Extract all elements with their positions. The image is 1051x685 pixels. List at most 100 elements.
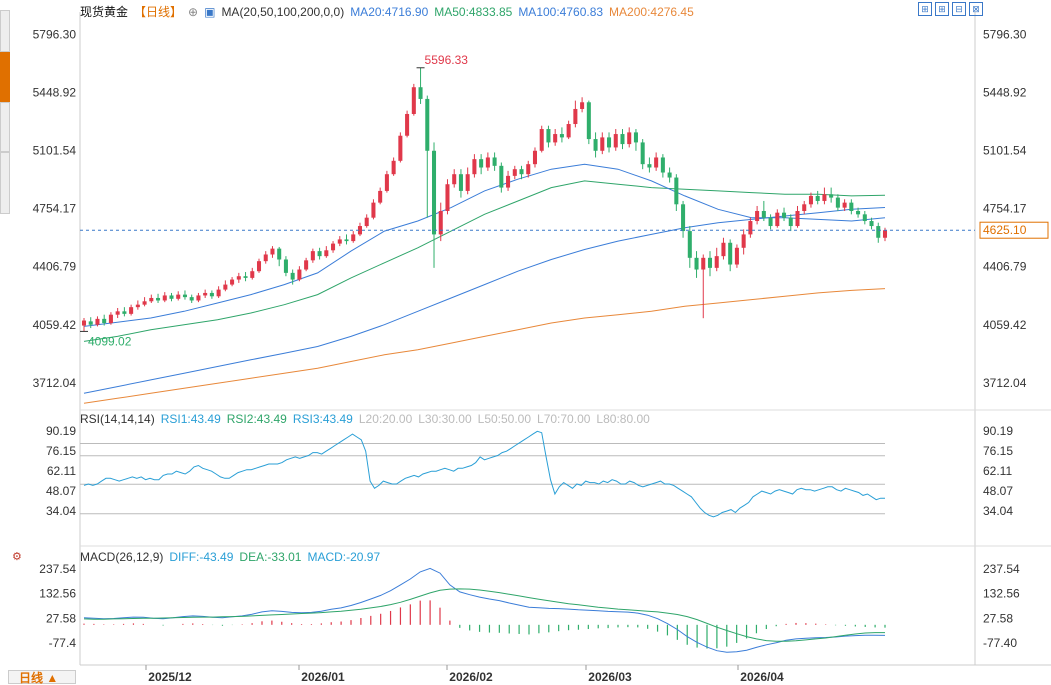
- rsi-tick-left: 62.11: [47, 464, 76, 478]
- candle-body: [667, 172, 672, 178]
- candle-body: [694, 257, 699, 270]
- candle-body: [566, 124, 571, 138]
- candles-layer[interactable]: [81, 67, 888, 332]
- macd-tick-left: -77.4: [49, 636, 77, 650]
- candle-body: [250, 271, 255, 278]
- candle-body: [270, 248, 275, 255]
- macd-dea-value: DEA:-33.01: [239, 550, 302, 564]
- ma20-value: MA20:4716.90: [350, 5, 429, 19]
- candle-body: [182, 294, 187, 298]
- candle-body: [607, 137, 612, 148]
- candle-body: [115, 311, 120, 315]
- side-tab-4[interactable]: [0, 152, 10, 214]
- candle-body: [788, 217, 793, 227]
- zoom-in-icon[interactable]: ⊞: [935, 2, 949, 16]
- candle-body: [721, 242, 726, 257]
- rsi-tick-left: 90.19: [46, 424, 76, 438]
- candle-body: [418, 87, 423, 99]
- ma100-value: MA100:4760.83: [518, 5, 604, 19]
- candle-body: [236, 276, 241, 280]
- candle-body: [283, 259, 288, 273]
- candle-body: [526, 164, 531, 175]
- rsi-label: RSI(14,14,14): [80, 412, 155, 426]
- rsi-l20: L20:20.00: [358, 412, 413, 426]
- price-tick-left: 5448.92: [33, 85, 77, 99]
- high-label: 5596.33: [425, 53, 469, 67]
- ma20-line: [83, 163, 886, 327]
- macd-hist-value: MACD:-20.97: [307, 550, 381, 564]
- candle-body: [782, 212, 787, 218]
- side-tab-3[interactable]: [0, 102, 10, 152]
- candle-body: [707, 257, 713, 268]
- macd-tick-left: 27.58: [46, 611, 76, 625]
- candle-body: [384, 174, 389, 191]
- period-tab-daily[interactable]: 日线 ▲: [8, 670, 76, 685]
- candle-body: [438, 210, 443, 235]
- close-icon[interactable]: ⊠: [969, 2, 983, 16]
- candle-body: [627, 132, 632, 145]
- macd-tick-left: 132.56: [39, 587, 76, 601]
- macd-diff-line: [83, 567, 886, 653]
- x-label: 2026/04: [740, 670, 784, 684]
- candle-body: [196, 295, 201, 301]
- x-label: 2026/03: [588, 670, 632, 684]
- side-tab-2-active[interactable]: [0, 52, 10, 102]
- candle-body: [822, 194, 827, 201]
- fullscreen-icon[interactable]: ⊞: [918, 2, 932, 16]
- zoom-out-icon[interactable]: ⊟: [952, 2, 966, 16]
- candle-body: [95, 318, 100, 325]
- candle-body: [674, 177, 679, 205]
- moving-average-lines: [83, 163, 886, 404]
- candle-body: [876, 226, 881, 238]
- candle-body: [431, 150, 437, 235]
- period-label[interactable]: 【日线】: [134, 5, 183, 19]
- macd-settings-icon[interactable]: ⚙: [12, 551, 22, 563]
- candle-body: [580, 102, 585, 109]
- candle-body: [324, 250, 329, 257]
- settings-icon[interactable]: ⊕: [188, 5, 199, 19]
- rsi-l70: L70:70.00: [537, 412, 591, 426]
- candle-body: [687, 231, 692, 258]
- candle-body: [741, 234, 746, 248]
- candle-body: [391, 160, 396, 175]
- price-tick-right: 3712.04: [983, 376, 1027, 390]
- candle-body: [862, 214, 867, 222]
- x-label: 2026/01: [301, 670, 345, 684]
- candle-body: [176, 294, 181, 299]
- candle-body: [445, 184, 450, 211]
- candle-body: [203, 292, 208, 296]
- candle-body: [216, 289, 221, 297]
- price-grid: [79, 12, 1051, 666]
- candle-body: [815, 195, 820, 201]
- candle-body: [189, 297, 194, 301]
- candle-body: [647, 164, 652, 168]
- macd-tick-right: 132.56: [983, 587, 1020, 601]
- toolbar: ⊞ ⊞ ⊟ ⊠: [918, 2, 983, 16]
- candle-body: [856, 210, 861, 215]
- chart-icon[interactable]: ▣: [204, 5, 216, 19]
- candle-body: [378, 190, 383, 203]
- candle-body: [230, 279, 235, 285]
- candle-body: [654, 157, 659, 168]
- candle-body: [81, 320, 87, 326]
- candle-body: [761, 210, 766, 218]
- low-label: 4099.02: [88, 334, 132, 348]
- rsi1-value: RSI1:43.49: [160, 412, 221, 426]
- price-tick-left: 4754.17: [33, 202, 77, 216]
- ma50-value: MA50:4833.85: [434, 5, 513, 19]
- rsi-tick-right: 90.19: [983, 424, 1013, 438]
- candle-body: [108, 314, 113, 324]
- candle-body: [559, 134, 564, 138]
- candle-body: [458, 174, 463, 191]
- rsi-tick-right: 34.04: [983, 504, 1013, 518]
- ma50-line: [83, 180, 886, 342]
- candle-body: [492, 157, 497, 166]
- rsi-tick-right: 76.15: [983, 444, 1013, 458]
- candle-body: [512, 169, 517, 176]
- rsi-tick-right: 48.07: [983, 484, 1013, 498]
- candle-body: [546, 129, 551, 143]
- candle-body: [539, 129, 544, 151]
- candle-body: [364, 217, 369, 227]
- candle-body: [357, 226, 362, 235]
- side-tab-1[interactable]: [0, 10, 10, 52]
